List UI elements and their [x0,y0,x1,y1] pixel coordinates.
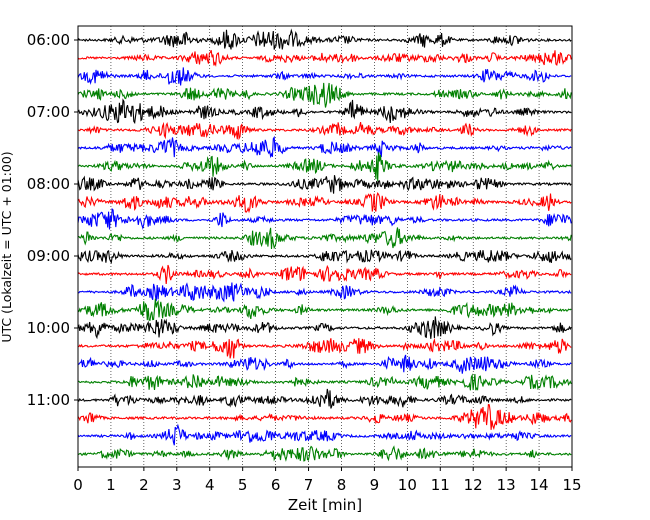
x-tick-label: 3 [172,476,182,494]
seismic-trace-0915 [77,264,572,285]
seismic-trace-1145 [77,445,572,462]
seismic-trace-0715 [77,121,572,141]
y-tick-label: 08:00 [27,175,70,193]
seismic-trace-0845 [77,227,572,250]
y-axis-ticks: 06:00 07:00 08:00 09:00 10:00 11:00 [27,31,78,409]
y-tick-label: 09:00 [27,247,70,265]
seismic-trace-0700 [77,98,572,125]
x-axis-label: Zeit [min] [288,496,362,514]
seismic-trace-1045 [78,373,572,391]
x-tick-label: 12 [464,476,483,494]
y-tick-label: 06:00 [27,31,70,49]
y-axis-label: UTC (Lokalzeit = UTC + 01:00) [0,151,14,342]
seismic-trace-0945 [77,298,572,322]
x-tick-label: 14 [530,476,549,494]
x-tick-label: 15 [562,476,581,494]
y-tick-label: 10:00 [27,319,70,337]
seismic-trace-0645 [77,82,572,108]
seismic-trace-1030 [77,354,572,374]
seismic-trace-0830 [77,207,572,230]
plot-frame [77,25,573,468]
seismic-trace-0615 [77,49,572,68]
x-tick-label: 6 [271,476,281,494]
x-tick-label: 9 [370,476,380,494]
x-tick-label: 13 [497,476,516,494]
seismic-trace-1015 [77,337,572,359]
y-tick-label: 11:00 [27,391,70,409]
y-tick-label: 07:00 [27,103,70,121]
x-tick-label: 4 [205,476,215,494]
seismic-trace-1000 [77,316,572,340]
x-tick-label: 5 [238,476,248,494]
seismic-trace-0900 [77,249,572,265]
x-tick-label: 8 [337,476,347,494]
seismic-traces [77,28,572,462]
seismic-trace-1115 [77,403,572,431]
seismic-trace-1100 [77,388,572,409]
seismic-trace-0800 [77,175,572,194]
seismic-trace-0930 [77,282,572,303]
x-tick-label: 2 [139,476,149,494]
x-axis-ticks: 0 1 2 3 4 5 6 7 8 9 10 11 12 13 14 15 [73,467,582,494]
x-tick-label: 10 [398,476,417,494]
seismic-trace-0730 [77,135,572,159]
seismic-trace-0815 [77,191,572,214]
seismic-trace-1130 [77,423,572,446]
x-tick-label: 1 [106,476,116,494]
x-tick-label: 0 [73,476,83,494]
seismic-trace-0600 [77,28,572,50]
x-tick-label: 7 [304,476,314,494]
seismic-trace-0745 [77,152,572,182]
x-tick-label: 11 [431,476,450,494]
seismic-trace-0630 [77,67,572,86]
